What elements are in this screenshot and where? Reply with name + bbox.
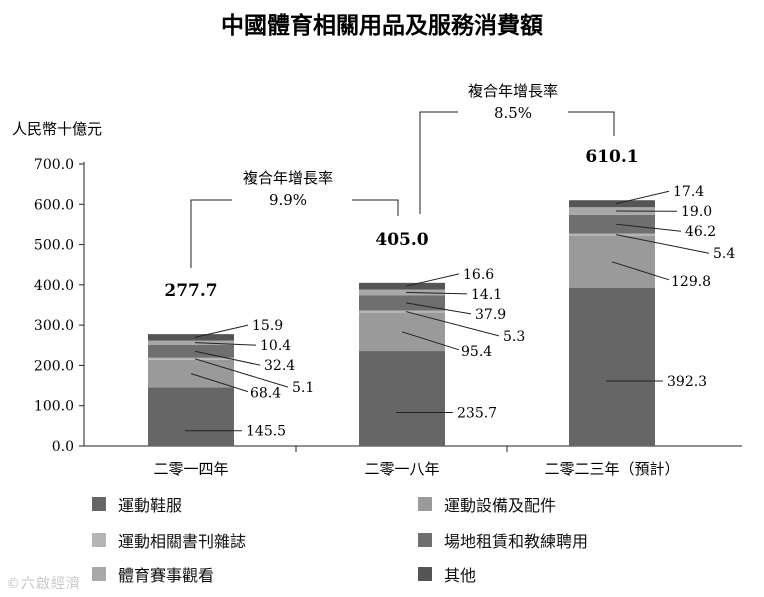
data-label: 32.4	[264, 358, 295, 374]
bar-segment	[569, 214, 655, 234]
leader-line	[194, 342, 257, 346]
data-label: 5.3	[503, 329, 525, 345]
leader-line	[194, 324, 249, 338]
bar-segment	[569, 233, 655, 236]
bar-segment	[148, 387, 234, 446]
leader-line	[190, 373, 249, 393]
bar-segment	[569, 200, 655, 208]
data-label: 46.2	[685, 224, 716, 240]
leader-line	[405, 273, 460, 287]
bar-segment	[148, 344, 234, 358]
data-label: 5.4	[713, 246, 735, 262]
cagr-label: 複合年增長率	[243, 169, 333, 187]
leader-line	[615, 234, 710, 254]
data-label: 14.1	[471, 287, 502, 303]
y-tick-label: 300.0	[34, 318, 74, 334]
chart-title: 中國體育相關用品及服務消費額	[221, 12, 543, 39]
leader-line	[615, 190, 670, 205]
x-tick-label: 二零一八年	[364, 460, 439, 478]
bar-segment	[359, 289, 445, 296]
bar-segment	[569, 207, 655, 215]
leader-line	[611, 261, 670, 281]
cagr-label-bg	[232, 166, 352, 210]
bar-total-label: 610.1	[585, 147, 638, 167]
cagr-label-bg	[458, 80, 568, 124]
data-label: 10.4	[260, 338, 291, 354]
bar-segment	[148, 334, 234, 341]
bar-total-label: 405.0	[375, 230, 428, 250]
y-tick-label: 200.0	[34, 358, 74, 374]
data-label: 392.3	[667, 374, 707, 390]
y-tick-label: 700.0	[34, 157, 74, 173]
cagr-rate: 8.5%	[494, 104, 532, 122]
leader-line	[405, 302, 472, 315]
bar-segment	[359, 310, 445, 313]
bar-segment	[359, 295, 445, 311]
y-tick-label: 600.0	[34, 197, 74, 213]
bar-segment	[148, 340, 234, 345]
data-label: 129.8	[671, 274, 711, 290]
leader-line	[405, 311, 500, 337]
y-tick-label: 500.0	[34, 238, 74, 254]
leader-line	[194, 358, 289, 388]
cagr-bracket	[190, 199, 399, 268]
y-tick-label: 0.0	[52, 439, 74, 455]
leader-line	[615, 223, 682, 232]
bar-segment	[569, 287, 655, 446]
data-label: 16.6	[463, 267, 494, 283]
x-tick-label: 二零一四年	[153, 460, 228, 478]
data-label: 68.4	[250, 386, 281, 402]
bar-total-label: 277.7	[164, 281, 217, 301]
leader-line	[401, 331, 460, 351]
cagr-rate: 9.9%	[269, 191, 307, 209]
y-tick-label: 400.0	[34, 278, 74, 294]
leader-line	[194, 350, 261, 366]
leader-line	[405, 291, 468, 295]
bar-segment	[359, 351, 445, 446]
y-axis-label: 人民幣十億元	[12, 120, 102, 138]
data-label: 95.4	[461, 344, 492, 360]
data-label: 37.9	[475, 307, 506, 323]
data-label: 145.5	[246, 424, 286, 440]
bar-segment	[359, 282, 445, 290]
data-label: 235.7	[457, 406, 497, 422]
cagr-label: 複合年增長率	[468, 82, 558, 100]
x-tick-label: 二零二三年（預計）	[544, 460, 679, 478]
watermark: ©六啟經濟	[6, 576, 81, 592]
y-tick-label: 100.0	[34, 399, 74, 415]
plot-area: 0.0 100.0 200.0 300.0 400.0 500.0 600.0 700.0 二零…	[34, 80, 742, 478]
data-label: 5.1	[292, 380, 314, 396]
data-label: 17.4	[673, 184, 704, 200]
data-label: 15.9	[252, 318, 283, 334]
data-label: 19.0	[681, 204, 712, 220]
bar-segment	[148, 357, 234, 360]
